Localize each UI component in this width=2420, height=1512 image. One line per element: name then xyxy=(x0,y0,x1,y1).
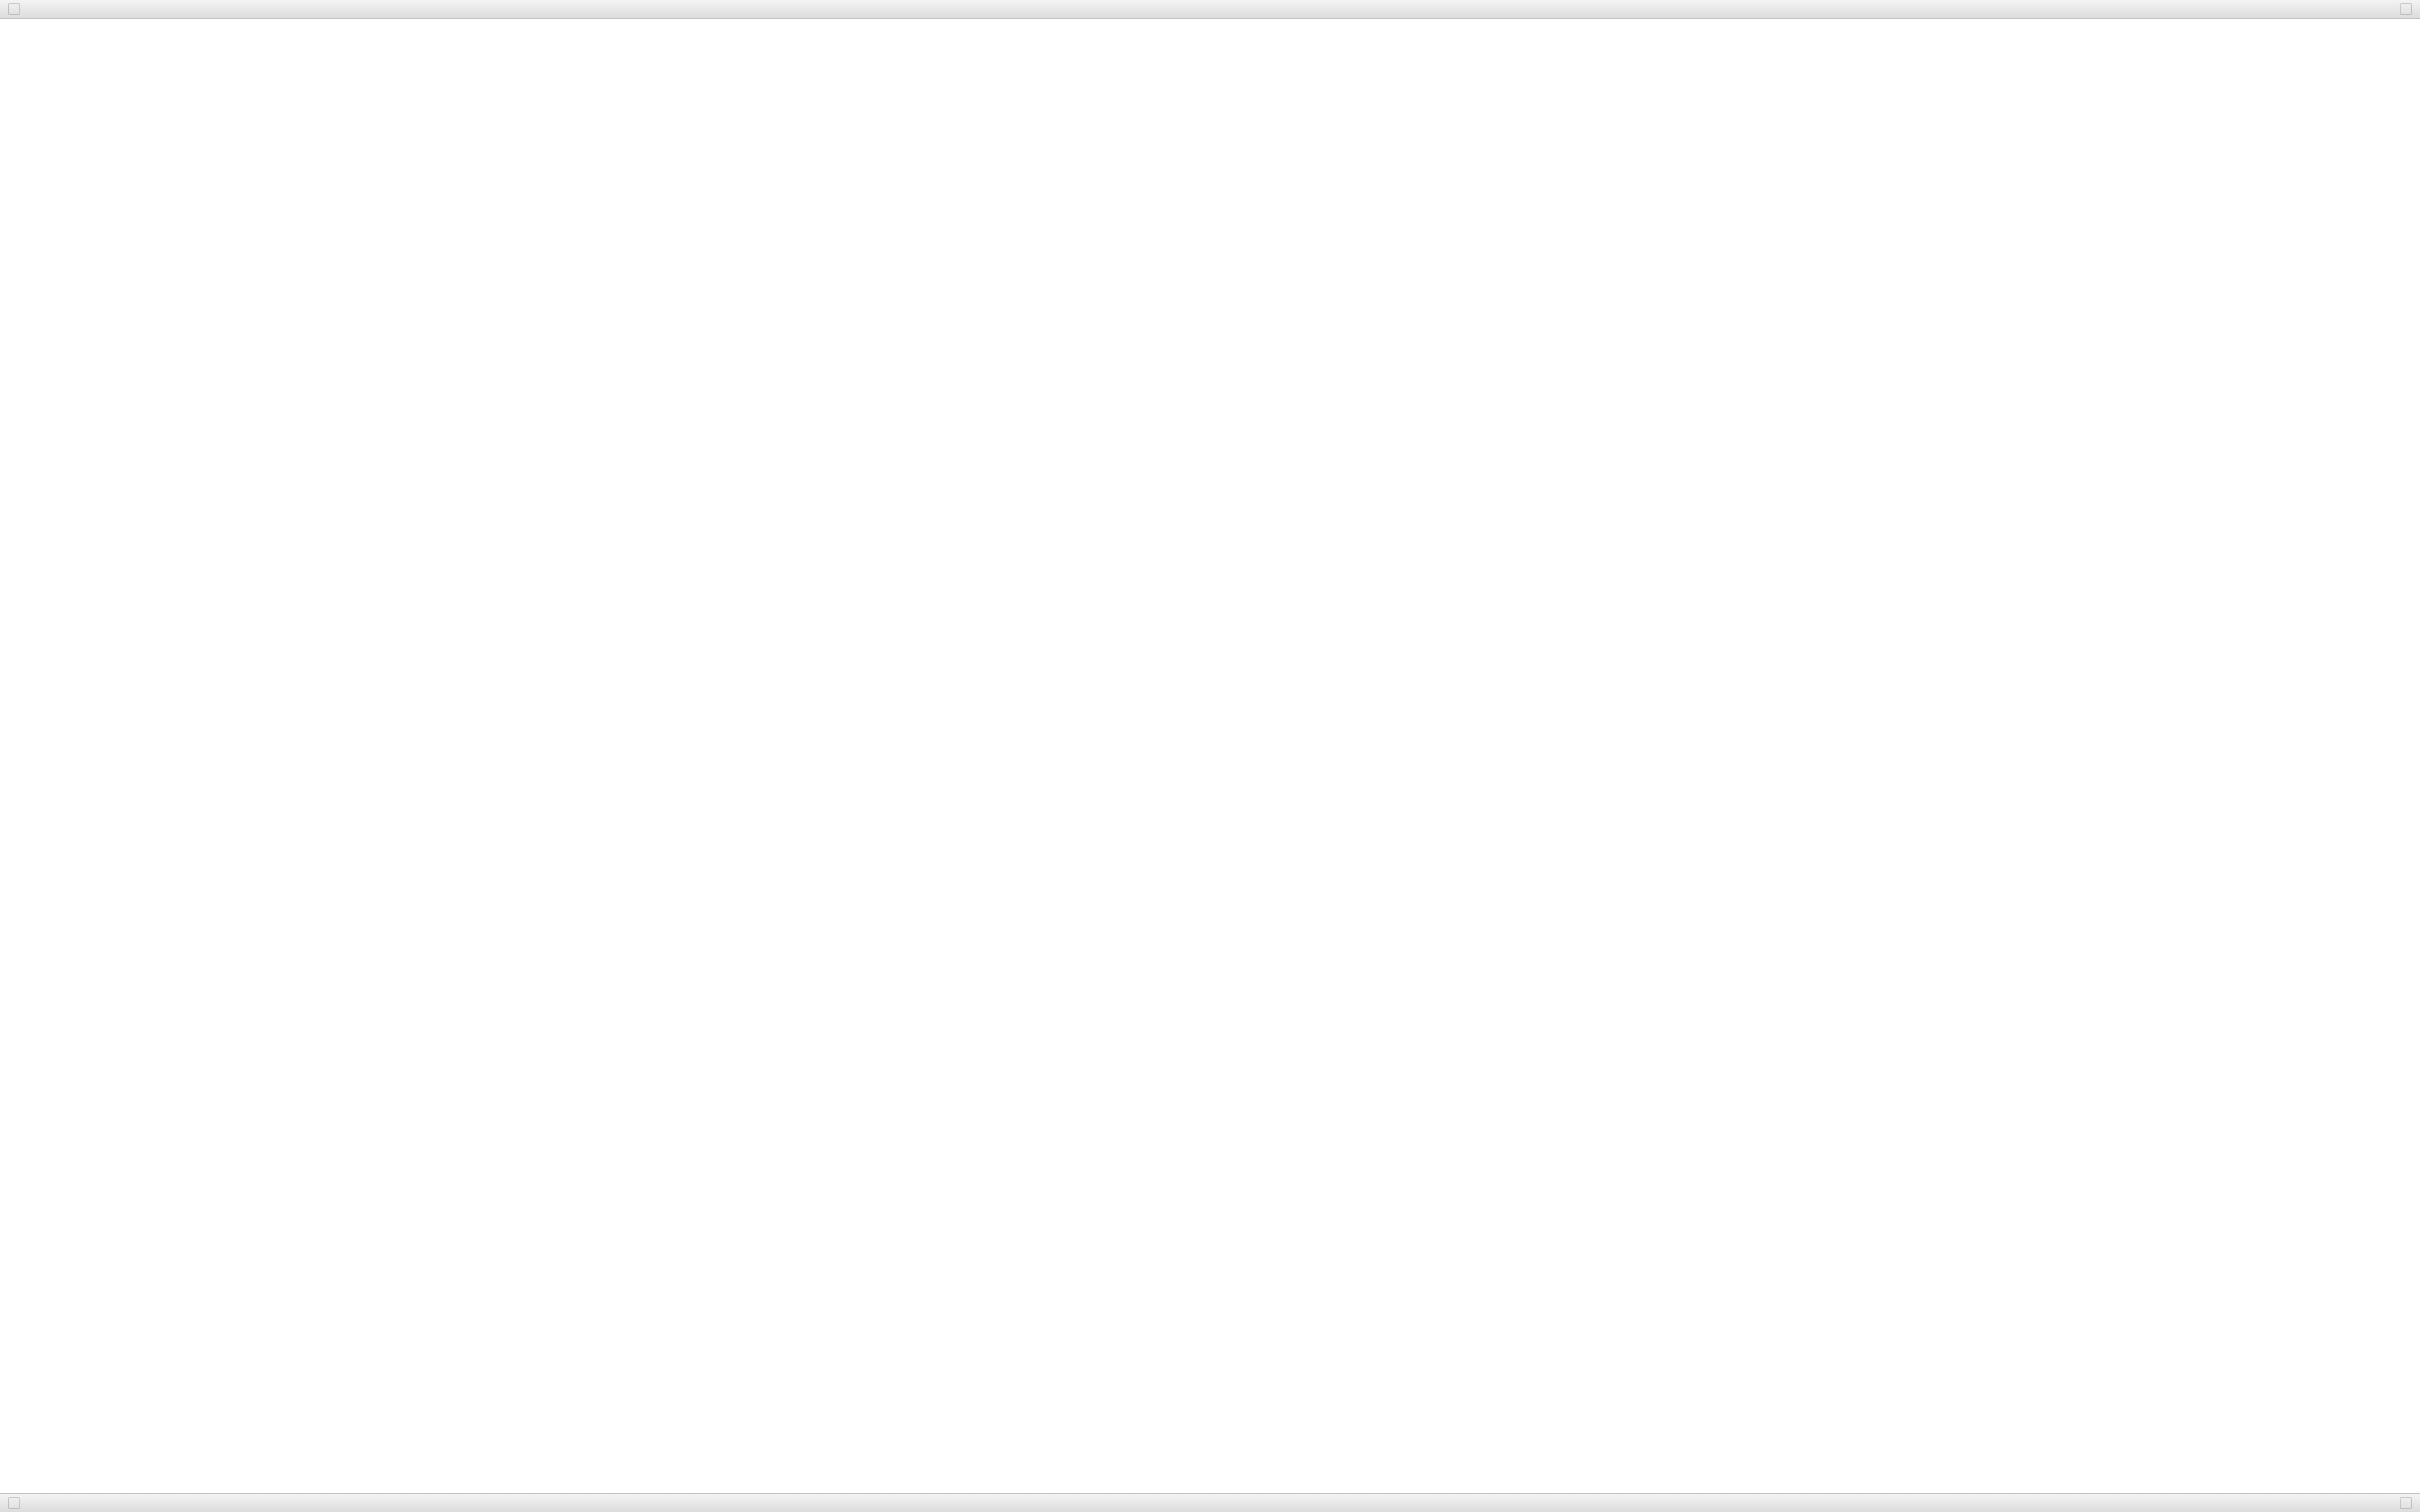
close-icon[interactable] xyxy=(8,1497,20,1509)
close-icon[interactable] xyxy=(8,3,20,15)
bottom-status-strip xyxy=(0,1493,2420,1512)
top-status-strip xyxy=(0,0,2420,19)
close-icon[interactable] xyxy=(2400,3,2412,15)
close-icon[interactable] xyxy=(2400,1497,2412,1509)
